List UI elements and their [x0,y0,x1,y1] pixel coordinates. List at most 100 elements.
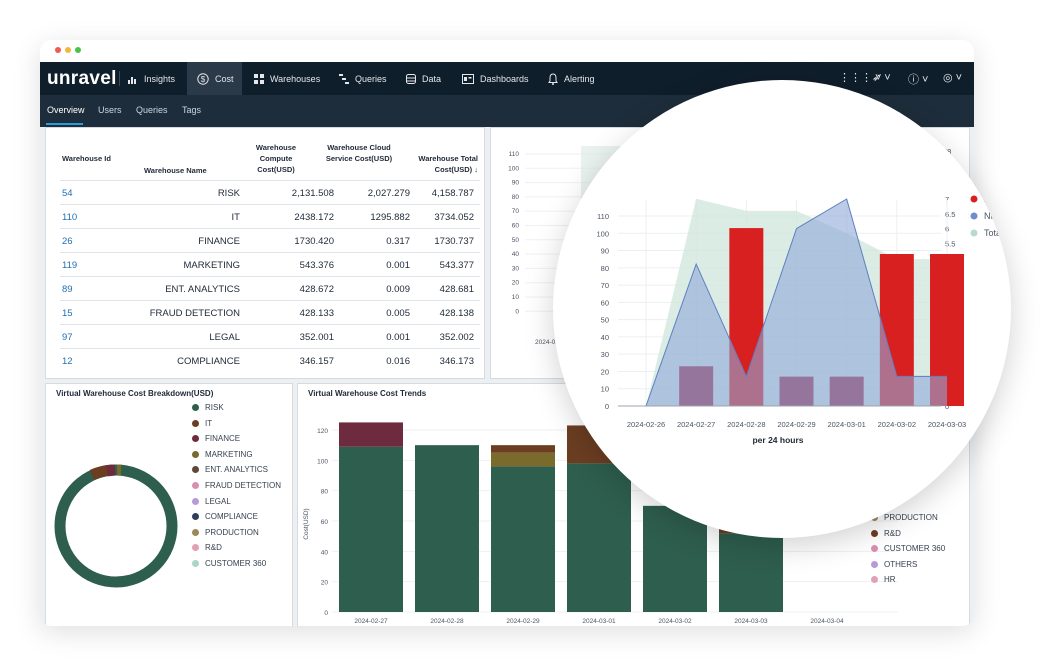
series-nu-area[interactable] [646,199,947,406]
donut-slice-risk[interactable] [54,464,178,588]
bg-ytick: 10 [512,294,520,301]
cell-warehouse-name: FINANCE [198,236,240,247]
cell-warehouse-name: ENT. ANALYTICS [165,284,240,295]
nav-alerting[interactable]: Alerting [548,62,595,95]
bar-segment-risk[interactable] [643,505,707,612]
legend-item[interactable]: CUSTOMER 360 [192,559,266,568]
table-row[interactable]: 26 FINANCE 1730.420 0.317 1730.737 [60,228,480,253]
header-warehouse-id[interactable]: Warehouse Id [62,154,111,163]
cell-warehouse-id[interactable]: 110 [62,212,78,223]
legend-label[interactable]: Nu [984,211,996,221]
cell-warehouse-id[interactable]: 54 [62,188,73,199]
table-row[interactable]: 110 IT 2438.172 1295.882 3734.052 [60,204,480,229]
cell-warehouse-id[interactable]: 26 [62,236,73,247]
legend-item[interactable]: IT [192,419,212,428]
subtab-tags[interactable]: Tags [182,105,202,115]
legend-item[interactable]: COMPLIANCE [192,512,258,521]
nav-cost[interactable]: $ Cost [187,62,242,95]
cell-cloud-cost: 0.001 [386,332,410,343]
minimize-dot[interactable] [65,47,71,53]
cell-warehouse-id[interactable]: 12 [62,356,73,367]
legend-item[interactable]: MARKETING [192,450,253,459]
nav-insights[interactable]: Insights [128,62,190,95]
legend-item[interactable]: PRODUCTION [192,528,259,537]
table-row[interactable]: 97 LEGAL 352.001 0.001 352.002 [60,324,480,349]
x-tick-label: 2024-03-02 [878,420,916,429]
header-compute-cost[interactable]: Warehouse Compute Cost(USD) [255,143,297,174]
legend-swatch [192,482,199,489]
cell-cloud-cost: 0.317 [386,236,410,247]
cell-warehouse-id[interactable]: 89 [62,284,73,295]
legend-item[interactable]: OTHERS [871,560,917,569]
legend-item[interactable]: ENT. ANALYTICS [192,465,268,474]
bar-segment-risk[interactable] [567,463,631,612]
header-warehouse-name[interactable]: Warehouse Name [144,166,207,175]
table-row[interactable]: 119 MARKETING 543.376 0.001 543.377 [60,252,480,277]
bell-icon [548,72,558,85]
legend-item[interactable]: FRAUD DETECTION [192,481,281,490]
legend-item[interactable]: FINANCE [192,434,240,443]
magnified-chart-lens: 110100908070605040302010076.565.554.543.… [553,80,1011,538]
header-cloud-cost[interactable]: Warehouse Cloud Service Cost(USD) [325,143,393,163]
bar-segment-marketing[interactable] [491,452,555,467]
bar-segment-risk[interactable] [491,466,555,612]
legend-label[interactable]: A [984,194,990,204]
rocket-icon[interactable]: ➶ ˅ [872,72,891,84]
bar-segment-finance[interactable] [339,422,403,447]
y-tick-label: 80 [321,489,329,496]
nav-queries[interactable]: Queries [339,62,387,95]
donut-slice-finance[interactable] [105,464,116,477]
cell-warehouse-id[interactable]: 119 [62,260,78,271]
legend-item[interactable]: RISK [192,403,224,412]
subtab-overview[interactable]: Overview [47,105,85,115]
close-dot[interactable] [55,47,61,53]
nav-data[interactable]: Data [406,62,441,95]
legend-item[interactable]: CUSTOMER 360 [871,544,945,553]
brand-logo[interactable]: unravel [47,68,117,89]
legend-label: ENT. ANALYTICS [205,465,268,475]
legend-item[interactable]: HR [871,575,896,584]
y-tick-label: 30 [601,350,609,359]
table-row[interactable]: 15 FRAUD DETECTION 428.133 0.005 428.138 [60,300,480,325]
bar-segment-risk[interactable] [339,446,403,612]
subtab-queries[interactable]: Queries [136,105,168,115]
nav-warehouses[interactable]: Warehouses [254,62,320,95]
header-total-cost[interactable]: Warehouse Total Cost(USD) ↓ [400,153,478,175]
legend-swatch[interactable] [970,212,978,220]
legend-swatch[interactable] [970,229,978,237]
cell-warehouse-id[interactable]: 97 [62,332,73,343]
maximize-dot[interactable] [75,47,81,53]
cell-total-cost: 3734.052 [434,212,474,223]
cell-compute-cost: 428.133 [299,308,334,319]
bar-segment-risk[interactable] [415,445,479,612]
table-row[interactable]: 89 ENT. ANALYTICS 428.672 0.009 428.681 [60,276,480,301]
y2-tick-label: 0 [945,402,949,411]
bar-segment-it[interactable] [491,445,555,453]
cell-total-cost: 346.173 [439,356,474,367]
bg-ytick: 100 [508,165,519,172]
legend-item[interactable]: LEGAL [192,497,231,506]
cell-warehouse-name: COMPLIANCE [177,356,240,367]
bar-segment-risk[interactable] [719,533,783,612]
legend-swatch [192,404,199,411]
y2-tick-label: 5.5 [945,239,955,248]
sort-desc-icon[interactable]: ↓ [474,165,478,174]
bg-ytick: 90 [512,180,520,187]
table-row[interactable]: 12 COMPLIANCE 346.157 0.016 346.173 [60,348,480,373]
user-icon[interactable]: ◎ ˅ [943,72,963,84]
legend-item[interactable]: R&D [192,543,222,552]
subtab-users[interactable]: Users [98,105,122,115]
legend-swatch [192,419,199,427]
help-icon[interactable]: ⓘ ˅ [908,74,929,86]
legend-item[interactable]: R&D [871,529,901,538]
cell-total-cost: 428.681 [439,284,474,295]
apps-grid-icon[interactable]: ⋮⋮⋮ ˅ [839,72,882,84]
legend-swatch[interactable] [970,195,978,203]
legend-label[interactable]: Tota [984,228,1001,238]
tree-icon [339,73,349,84]
legend-swatch [192,435,199,443]
nav-label: Cost [215,73,234,84]
table-row[interactable]: 54 RISK 2,131.508 2,027.279 4,158.787 [60,180,480,205]
nav-dashboards[interactable]: Dashboards [462,62,529,95]
cell-warehouse-id[interactable]: 15 [62,308,73,319]
